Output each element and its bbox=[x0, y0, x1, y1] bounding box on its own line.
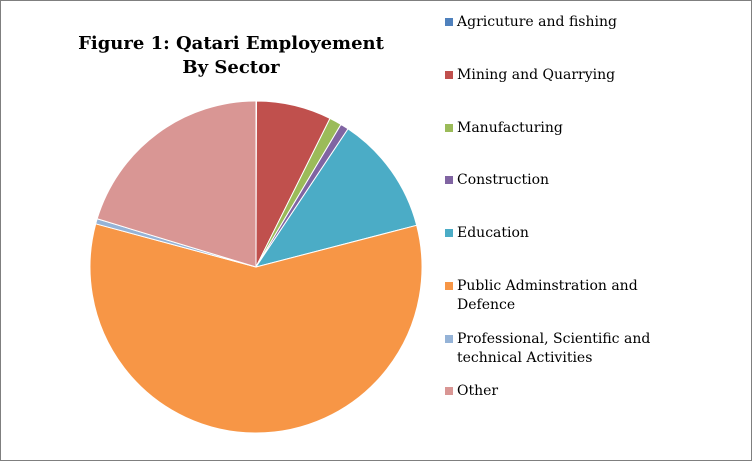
pie-slice-4 bbox=[254, 128, 418, 268]
legend-label-line: Education bbox=[457, 225, 529, 241]
pie-slice-5 bbox=[89, 223, 423, 434]
legend-label: Agricuture and fishing bbox=[457, 13, 697, 32]
legend-label-line: technical Activities bbox=[457, 350, 593, 366]
pie-slice-7 bbox=[96, 100, 257, 268]
legend-swatch bbox=[445, 18, 453, 26]
legend-swatch bbox=[445, 335, 453, 343]
legend-swatch bbox=[445, 124, 453, 132]
legend-label: Construction bbox=[457, 171, 697, 190]
legend-label-line: Defence bbox=[457, 297, 516, 313]
legend-swatch bbox=[445, 176, 453, 184]
legend-swatch bbox=[445, 387, 453, 395]
legend-label: Manufacturing bbox=[457, 119, 697, 138]
legend-swatch bbox=[445, 229, 453, 237]
legend-label: Public Adminstration and Defence bbox=[457, 277, 697, 315]
legend-label-line: Professional, Scientific and bbox=[457, 331, 651, 347]
legend-swatch bbox=[445, 71, 453, 79]
legend-label-line: Construction bbox=[457, 172, 550, 188]
chart-title-line-1: Figure 1: Qatari Employement bbox=[78, 33, 384, 54]
legend-label-line: Agricuture and fishing bbox=[457, 14, 617, 30]
pie-slices bbox=[89, 100, 423, 434]
legend-swatch bbox=[445, 282, 453, 290]
legend-label: Professional, Scientific and technical Ac… bbox=[457, 330, 697, 368]
legend-label: Other bbox=[457, 382, 697, 401]
chart-title-line-2: By Sector bbox=[182, 57, 280, 78]
chart-title: Figure 1: Qatari Employement By Sector bbox=[61, 32, 401, 80]
legend-label: Mining and Quarrying bbox=[457, 66, 697, 85]
legend-label-line: Mining and Quarrying bbox=[457, 67, 616, 83]
legend-label-line: Other bbox=[457, 383, 499, 399]
legend-label-line: Manufacturing bbox=[457, 120, 563, 136]
legend-label-line: Public Adminstration and bbox=[457, 278, 638, 294]
legend-label: Education bbox=[457, 224, 697, 243]
